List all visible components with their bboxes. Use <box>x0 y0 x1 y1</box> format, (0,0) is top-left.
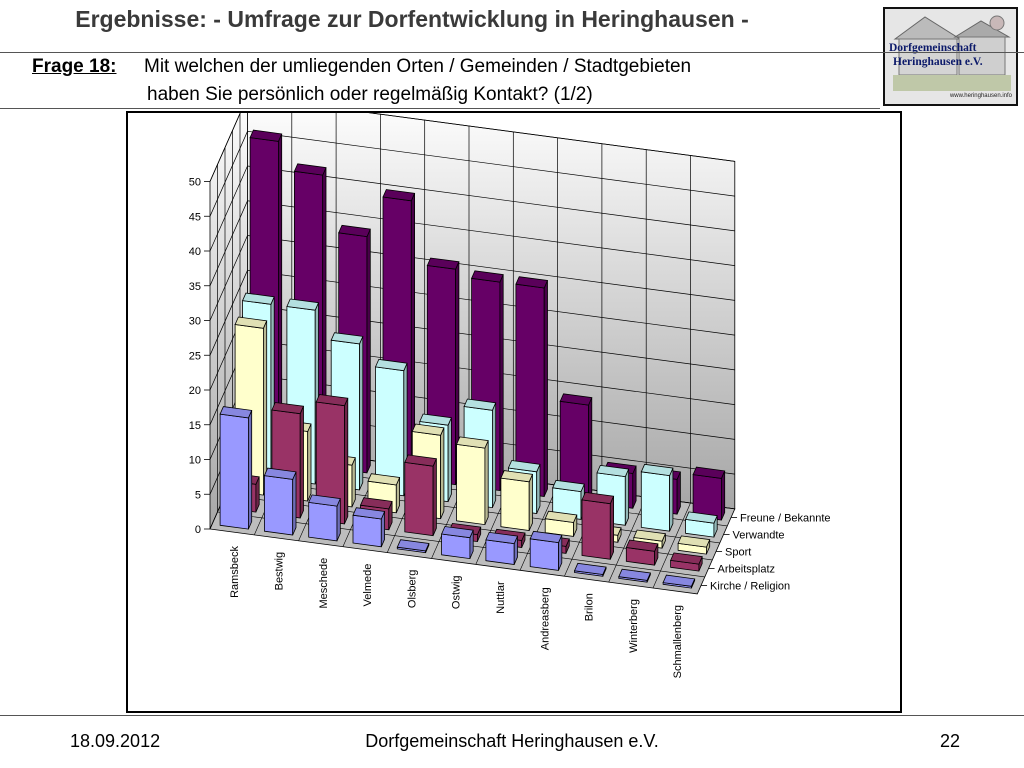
category-label: Winterberg <box>628 599 640 653</box>
category-label: Ramsbeck <box>229 545 241 597</box>
footer-date: 18.09.2012 <box>70 731 161 751</box>
bar <box>456 436 489 526</box>
bar <box>559 393 593 503</box>
series-label: Arbeitsplatz <box>718 563 775 575</box>
y-tick-label: 50 <box>189 177 201 189</box>
category-label: Andreasberg <box>539 587 551 650</box>
bar <box>685 511 718 538</box>
logo-house-image <box>885 9 1016 104</box>
y-tick-label: 25 <box>189 350 201 362</box>
bar <box>315 394 349 525</box>
y-tick-label: 45 <box>189 211 201 223</box>
bar <box>219 406 253 530</box>
gridline-y <box>209 165 735 252</box>
bar <box>396 539 430 554</box>
series-label: Sport <box>725 546 751 558</box>
category-label: Schmallenberg <box>672 605 684 678</box>
logo-text-line2: Heringhausen e.V. <box>893 56 983 68</box>
question-label: Frage 18: <box>32 56 117 77</box>
y-tick-label: 35 <box>189 281 201 293</box>
y-tick-label: 5 <box>195 489 201 501</box>
question-text-line1: Mit welchen der umliegenden Orten / Geme… <box>144 56 692 77</box>
bar <box>485 531 519 565</box>
logo-text-line1: Dorfgemeinschaft <box>889 42 977 54</box>
category-label: Ostwig <box>451 575 463 609</box>
bar <box>640 463 674 532</box>
bar <box>500 470 534 531</box>
gridline-y <box>209 235 735 321</box>
bar <box>692 466 726 521</box>
bar <box>677 535 711 555</box>
question-divider <box>0 108 880 109</box>
bar <box>441 526 474 560</box>
y-tick-label: 30 <box>189 316 201 328</box>
category-label: Bestwig <box>273 552 285 591</box>
category-label: Brilon <box>584 593 596 621</box>
bar <box>625 539 659 566</box>
bar <box>544 510 578 537</box>
series-label: Kirche / Religion <box>710 580 790 592</box>
category-label: Meschede <box>318 558 330 609</box>
header-divider <box>0 52 1024 53</box>
gridline-y <box>209 130 735 217</box>
gridline-y <box>209 269 735 356</box>
bar <box>670 552 703 572</box>
y-tick-label: 40 <box>189 246 201 258</box>
bar <box>404 454 437 537</box>
bar <box>573 562 607 577</box>
footer-page-number: 22 <box>940 731 961 751</box>
bar <box>352 507 386 548</box>
series-label: Verwandte <box>733 529 785 541</box>
y-tick-label: 20 <box>189 385 201 397</box>
category-label: Nuttlar <box>495 581 507 614</box>
category-label: Olsberg <box>406 570 418 609</box>
bar <box>308 494 341 542</box>
question-text-line2: haben Sie persönlich oder regelmäßig Kon… <box>147 84 593 105</box>
bar <box>581 491 615 560</box>
bar <box>662 574 696 589</box>
floor-grid <box>519 485 558 571</box>
footer-divider <box>0 715 1024 716</box>
category-label: Velmede <box>362 564 374 607</box>
bar-chart-3d: 0 5 10 15 20 25 30 35 40 45 50 Ramsbeck Bestwig Mesch… <box>189 113 831 678</box>
gridline-y <box>209 200 735 286</box>
page-title: Ergebnisse: - Umfrage zur Dorfentwicklun… <box>75 6 749 32</box>
series-label: Freune / Bekannte <box>740 512 831 524</box>
bar <box>618 568 651 583</box>
chart-frame: 0 5 10 15 20 25 30 35 40 45 50 Ramsbeck Bestwig Mesch… <box>126 111 902 713</box>
club-logo: Dorfgemeinschaft Heringhausen e.V. www.h… <box>883 7 1018 106</box>
gridline-y <box>209 113 735 182</box>
floor-grid <box>652 502 691 589</box>
y-tick-label: 15 <box>189 420 201 432</box>
bar <box>263 467 297 536</box>
logo-url: www.heringhausen.info <box>949 93 1012 99</box>
bar <box>529 530 563 571</box>
footer-organization: Dorfgemeinschaft Heringhausen e.V. <box>365 731 659 751</box>
bar <box>515 276 549 497</box>
y-tick-label: 10 <box>189 455 201 467</box>
y-tick-label: 0 <box>195 524 201 536</box>
floor-grid <box>608 496 647 583</box>
